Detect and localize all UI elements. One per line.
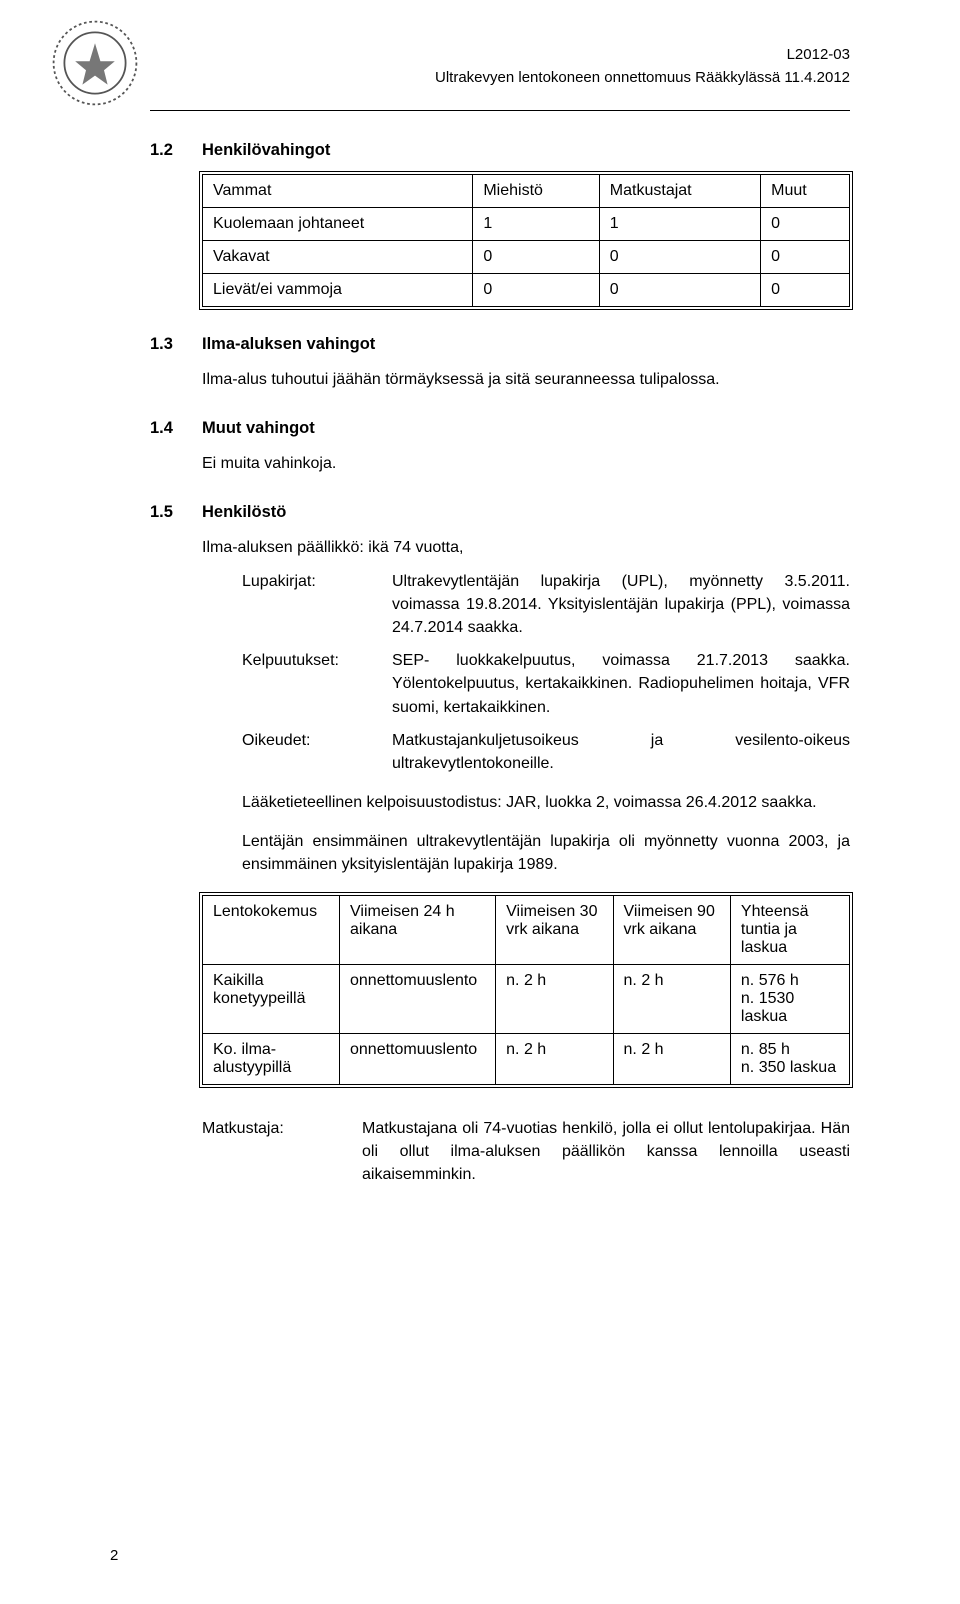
kv-value: Matkustajankuljetusoikeus ja vesilento-o… xyxy=(392,729,850,775)
table-cell: Kuolemaan johtaneet xyxy=(203,208,473,241)
license-history: Lentäjän ensimmäinen ultrakevytlentäjän … xyxy=(242,830,850,876)
kv-key: Lupakirjat: xyxy=(242,570,392,640)
kv-key: Matkustaja: xyxy=(202,1117,362,1187)
table-header-cell: Vammat xyxy=(203,175,473,208)
table-header-cell: Viimeisen 90 vrk aikana xyxy=(613,895,730,964)
table-cell: 0 xyxy=(473,241,599,274)
table-header-cell: Matkustajat xyxy=(599,175,760,208)
header-block: L2012-03 Ultrakevyen lentokoneen onnetto… xyxy=(435,46,850,86)
table-cell: 0 xyxy=(599,241,760,274)
section-label: Muut vahingot xyxy=(202,419,315,437)
table-cell: 0 xyxy=(761,274,850,307)
section-1-4-title: 1.4Muut vahingot xyxy=(150,419,850,438)
kv-value: SEP- luokkakelpuutus, voimassa 21.7.2013… xyxy=(392,649,850,719)
table-cell: 0 xyxy=(473,274,599,307)
table-cell: n. 2 h xyxy=(496,964,613,1033)
table-cell: 1 xyxy=(599,208,760,241)
section-1-3-title: 1.3Ilma-aluksen vahingot xyxy=(150,335,850,354)
table-cell: n. 2 h xyxy=(613,964,730,1033)
doc-code: L2012-03 xyxy=(435,46,850,63)
page-number: 2 xyxy=(110,1547,118,1564)
section-1-2-title: 1.2Henkilövahingot xyxy=(150,141,850,160)
table-cell: n. 85 h n. 350 laskua xyxy=(730,1033,849,1084)
kv-lupakirjat: Lupakirjat: Ultrakevytlentäjän lupakirja… xyxy=(242,570,850,640)
section-num: 1.2 xyxy=(150,141,202,160)
kv-value: Matkustajana oli 74-vuotias henkilö, jol… xyxy=(362,1117,850,1187)
table-header-cell: Viimeisen 24 h aikana xyxy=(340,895,496,964)
table-cell: n. 576 h n. 1530 laskua xyxy=(730,964,849,1033)
doc-subtitle: Ultrakevyen lentokoneen onnettomuus Rääk… xyxy=(435,69,850,86)
table-header-cell: Muut xyxy=(761,175,850,208)
flight-experience-table: Lentokokemus Viimeisen 24 h aikana Viime… xyxy=(202,895,850,1085)
table-cell: 0 xyxy=(761,241,850,274)
kv-oikeudet: Oikeudet: Matkustajankuljetusoikeus ja v… xyxy=(242,729,850,775)
table-cell: 0 xyxy=(599,274,760,307)
section-1-3-body: Ilma-alus tuhoutui jäähän törmäyksessä j… xyxy=(202,368,850,391)
table-header-cell: Viimeisen 30 vrk aikana xyxy=(496,895,613,964)
kv-value: Ultrakevytlentäjän lupakirja (UPL), myön… xyxy=(392,570,850,640)
section-1-5-intro: Ilma-aluksen päällikkö: ikä 74 vuotta, xyxy=(202,536,850,559)
table-cell: onnettomuuslento xyxy=(340,1033,496,1084)
table-header-cell: Yhteensä tuntia ja laskua xyxy=(730,895,849,964)
section-label: Henkilövahingot xyxy=(202,141,330,159)
table-cell: n. 2 h xyxy=(496,1033,613,1084)
table-cell: n. 2 h xyxy=(613,1033,730,1084)
table-header-cell: Miehistö xyxy=(473,175,599,208)
section-num: 1.5 xyxy=(150,503,202,522)
section-label: Ilma-aluksen vahingot xyxy=(202,335,375,353)
table-cell: 0 xyxy=(761,208,850,241)
table-cell: Kaikilla konetyypeillä xyxy=(203,964,340,1033)
kv-passenger: Matkustaja: Matkustajana oli 74-vuotias … xyxy=(202,1117,850,1187)
section-1-4-body: Ei muita vahinkoja. xyxy=(202,452,850,475)
table-cell: Vakavat xyxy=(203,241,473,274)
kv-key: Kelpuutukset: xyxy=(242,649,392,719)
table-cell: 1 xyxy=(473,208,599,241)
table-cell: Lievät/ei vammoja xyxy=(203,274,473,307)
section-num: 1.4 xyxy=(150,419,202,438)
table-cell: Ko. ilma-alustyypillä xyxy=(203,1033,340,1084)
section-num: 1.3 xyxy=(150,335,202,354)
medical-cert: Lääketieteellinen kelpoisuustodistus: JA… xyxy=(242,791,850,814)
section-1-5-title: 1.5Henkilöstö xyxy=(150,503,850,522)
agency-logo xyxy=(50,18,140,108)
kv-key: Oikeudet: xyxy=(242,729,392,775)
injuries-table: Vammat Miehistö Matkustajat Muut Kuolema… xyxy=(202,174,850,307)
kv-kelpuutukset: Kelpuutukset: SEP- luokkakelpuutus, voim… xyxy=(242,649,850,719)
section-label: Henkilöstö xyxy=(202,503,286,521)
header-rule xyxy=(150,110,850,111)
table-header-cell: Lentokokemus xyxy=(203,895,340,964)
table-cell: onnettomuuslento xyxy=(340,964,496,1033)
